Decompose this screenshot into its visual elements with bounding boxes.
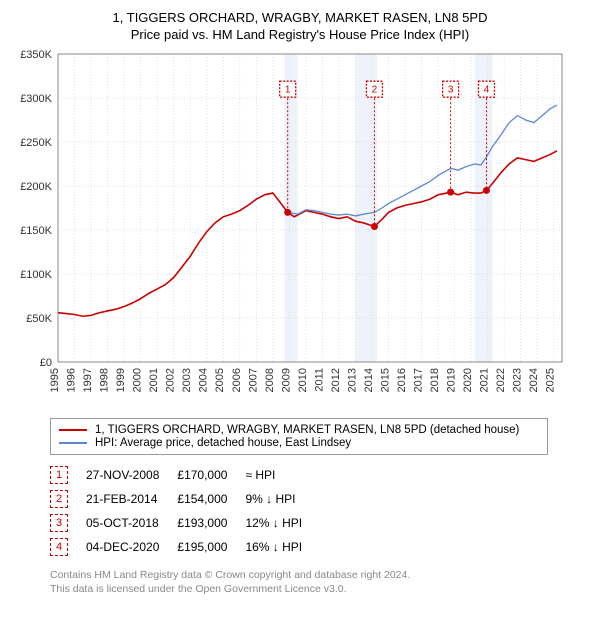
svg-text:£0: £0: [40, 357, 52, 369]
legend-item-hpi: HPI: Average price, detached house, East…: [59, 437, 539, 449]
legend-swatch: [59, 429, 87, 431]
table-row: 1 27-NOV-2008£170,000≈ HPI: [50, 463, 320, 487]
svg-text:2001: 2001: [148, 368, 160, 392]
svg-text:£100K: £100K: [20, 269, 52, 281]
svg-text:2013: 2013: [346, 368, 358, 392]
legend-swatch: [59, 442, 87, 444]
svg-text:2011: 2011: [313, 368, 325, 392]
svg-text:2003: 2003: [181, 368, 193, 392]
svg-text:2002: 2002: [165, 368, 177, 392]
footer-line: Contains HM Land Registry data © Crown c…: [50, 569, 590, 583]
svg-text:2: 2: [372, 85, 378, 96]
svg-text:4: 4: [484, 85, 490, 96]
svg-text:1: 1: [285, 85, 291, 96]
tx-date: 21-FEB-2014: [86, 487, 177, 511]
legend-label: 1, TIGGERS ORCHARD, WRAGBY, MARKET RASEN…: [95, 424, 519, 436]
table-row: 4 04-DEC-2020£195,00016% ↓ HPI: [50, 535, 320, 559]
svg-text:2021: 2021: [479, 368, 491, 392]
tx-date: 05-OCT-2018: [86, 511, 177, 535]
svg-text:2007: 2007: [247, 368, 259, 392]
legend-item-property: 1, TIGGERS ORCHARD, WRAGBY, MARKET RASEN…: [59, 424, 539, 436]
footer-line: This data is licensed under the Open Gov…: [50, 583, 590, 597]
tx-price: £170,000: [177, 463, 245, 487]
svg-text:2019: 2019: [446, 368, 458, 392]
svg-text:2006: 2006: [231, 368, 243, 392]
svg-text:2022: 2022: [495, 368, 507, 392]
svg-text:1999: 1999: [115, 368, 127, 392]
transactions-table: 1 27-NOV-2008£170,000≈ HPI 2 21-FEB-2014£15…: [50, 463, 320, 559]
chart-title: 1, TIGGERS ORCHARD, WRAGBY, MARKET RASEN…: [10, 10, 590, 42]
table-row: 3 05-OCT-2018£193,00012% ↓ HPI: [50, 511, 320, 535]
tx-marker-icon: 1: [50, 466, 68, 484]
svg-text:£350K: £350K: [20, 50, 52, 61]
svg-text:2025: 2025: [545, 368, 557, 392]
svg-text:£200K: £200K: [20, 181, 52, 193]
svg-text:2015: 2015: [379, 368, 391, 392]
svg-text:2018: 2018: [429, 368, 441, 392]
chart-svg: £0 £50K £100K £150K £200K £250K £300K £350K 1995…: [10, 50, 570, 410]
tx-delta: 16% ↓ HPI: [245, 535, 320, 559]
svg-text:2012: 2012: [330, 368, 342, 392]
tx-marker-icon: 2: [50, 490, 68, 508]
svg-text:2020: 2020: [462, 368, 474, 392]
title-address: 1, TIGGERS ORCHARD, WRAGBY, MARKET RASEN…: [10, 10, 590, 25]
tx-price: £154,000: [177, 487, 245, 511]
license-footer: Contains HM Land Registry data © Crown c…: [50, 569, 590, 596]
svg-text:£300K: £300K: [20, 93, 52, 105]
svg-text:2016: 2016: [396, 368, 408, 392]
svg-text:2005: 2005: [214, 368, 226, 392]
legend: 1, TIGGERS ORCHARD, WRAGBY, MARKET RASEN…: [50, 418, 548, 455]
svg-text:2009: 2009: [280, 368, 292, 392]
legend-label: HPI: Average price, detached house, East…: [95, 437, 351, 449]
svg-text:1996: 1996: [66, 368, 78, 392]
tx-price: £195,000: [177, 535, 245, 559]
svg-text:2000: 2000: [132, 368, 144, 392]
tx-price: £193,000: [177, 511, 245, 535]
svg-text:2010: 2010: [297, 368, 309, 392]
svg-text:2014: 2014: [363, 368, 375, 392]
tx-marker-icon: 4: [50, 538, 68, 556]
svg-text:3: 3: [448, 85, 454, 96]
svg-text:1995: 1995: [49, 368, 61, 392]
price-chart: £0 £50K £100K £150K £200K £250K £300K £350K 1995…: [10, 50, 590, 410]
svg-text:£150K: £150K: [20, 225, 52, 237]
svg-text:1998: 1998: [99, 368, 111, 392]
tx-delta: 12% ↓ HPI: [245, 511, 320, 535]
svg-text:2004: 2004: [198, 368, 210, 392]
tx-date: 04-DEC-2020: [86, 535, 177, 559]
table-row: 2 21-FEB-2014£154,0009% ↓ HPI: [50, 487, 320, 511]
title-subtitle: Price paid vs. HM Land Registry's House …: [10, 27, 590, 42]
svg-text:2017: 2017: [413, 368, 425, 392]
svg-text:£50K: £50K: [26, 313, 52, 325]
svg-text:1997: 1997: [82, 368, 94, 392]
tx-delta: ≈ HPI: [245, 463, 320, 487]
svg-text:£250K: £250K: [20, 137, 52, 149]
tx-date: 27-NOV-2008: [86, 463, 177, 487]
tx-marker-icon: 3: [50, 514, 68, 532]
svg-text:2008: 2008: [264, 368, 276, 392]
tx-delta: 9% ↓ HPI: [245, 487, 320, 511]
svg-text:2024: 2024: [528, 368, 540, 392]
svg-text:2023: 2023: [512, 368, 524, 392]
